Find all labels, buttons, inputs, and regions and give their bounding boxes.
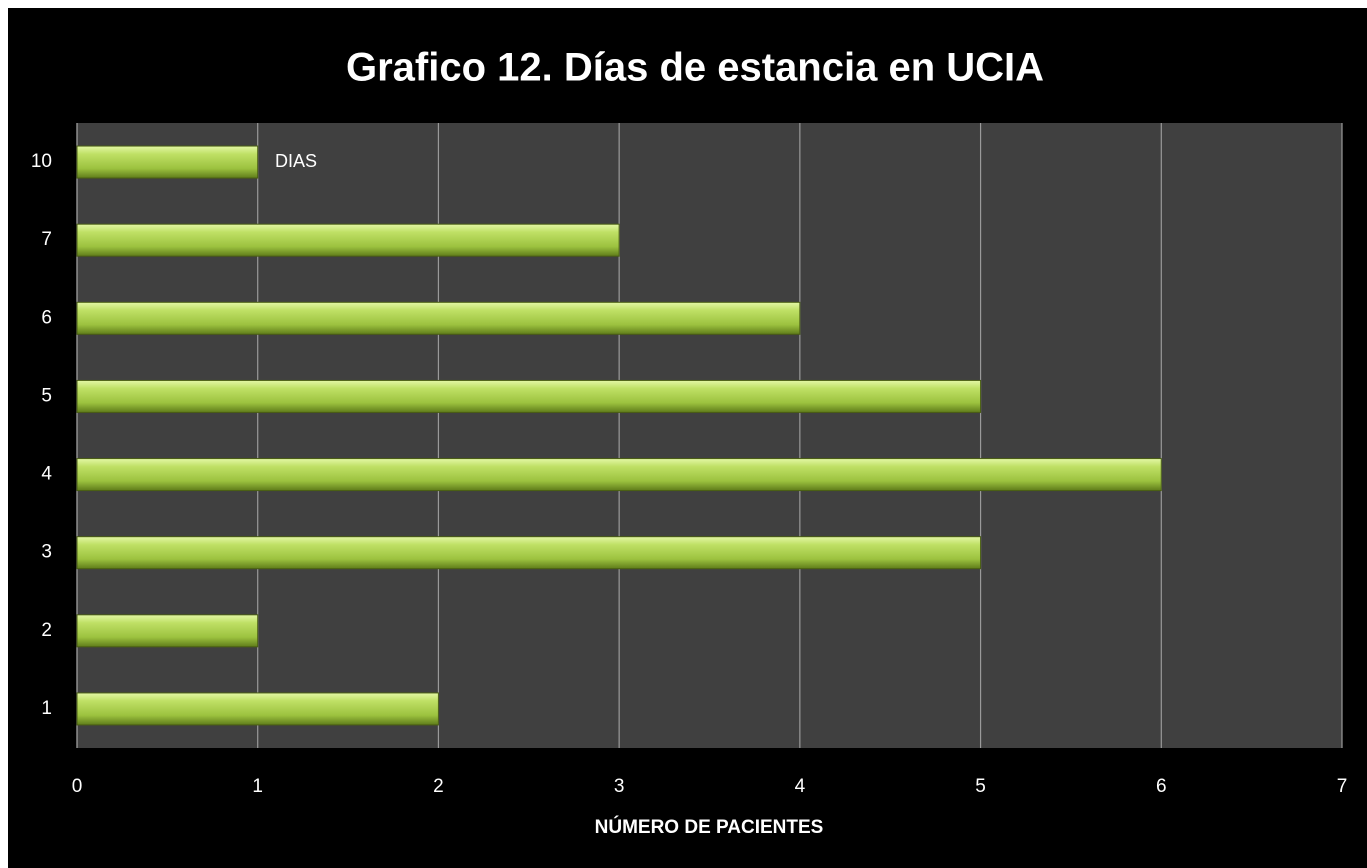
y-tick-label: 3	[41, 542, 52, 563]
chart-title: Grafico 12. Días de estancia en UCIA	[346, 46, 1044, 90]
y-tick-label: 4	[41, 464, 52, 485]
y-tick-label: 6	[41, 307, 52, 328]
bar	[76, 458, 1162, 492]
plot-area	[77, 123, 1342, 748]
x-tick-label: 3	[614, 776, 625, 797]
y-tick-label: 7	[41, 229, 52, 250]
x-tick-label: 4	[795, 776, 806, 797]
bar	[76, 301, 801, 335]
bar	[76, 536, 982, 570]
x-tick-label: 6	[1156, 776, 1167, 797]
y-tick-label: 2	[41, 620, 52, 641]
y-tick-label: 10	[31, 151, 52, 172]
x-tick-label: 2	[433, 776, 444, 797]
bar	[76, 614, 259, 648]
x-axis-title: NÚMERO DE PACIENTES	[595, 816, 824, 838]
y-tick-label: 5	[41, 385, 52, 406]
x-tick-label: 5	[975, 776, 986, 797]
bar	[76, 379, 982, 413]
bar	[76, 223, 620, 257]
bar	[76, 145, 259, 179]
y-tick-label: 1	[41, 698, 52, 719]
bar	[76, 692, 439, 726]
x-tick-label: 0	[72, 776, 83, 797]
x-tick-label: 1	[252, 776, 263, 797]
x-tick-label: 7	[1337, 776, 1348, 797]
legend-label: DIAS	[275, 151, 317, 171]
